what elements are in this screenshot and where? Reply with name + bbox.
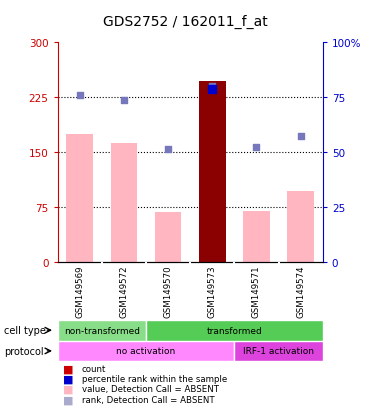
Text: IRF-1 activation: IRF-1 activation [243,347,314,356]
Text: value, Detection Call = ABSENT: value, Detection Call = ABSENT [82,385,219,394]
Text: percentile rank within the sample: percentile rank within the sample [82,374,227,383]
Text: GDS2752 / 162011_f_at: GDS2752 / 162011_f_at [103,14,268,28]
Point [121,97,127,104]
Text: GSM149570: GSM149570 [164,265,173,318]
Text: GSM149571: GSM149571 [252,265,261,318]
Text: ■: ■ [63,384,73,394]
Point [165,146,171,152]
Bar [146,320,323,341]
Text: ■: ■ [63,394,73,404]
Bar [66,135,93,262]
Text: protocol: protocol [4,346,43,356]
Text: count: count [82,364,106,373]
Text: GSM149569: GSM149569 [75,265,84,317]
Text: GSM149573: GSM149573 [208,265,217,318]
Bar [243,211,270,262]
Text: ■: ■ [63,363,73,373]
Text: transformed: transformed [207,326,262,335]
Text: no activation: no activation [116,347,175,356]
Text: cell type: cell type [4,325,46,335]
Text: GSM149574: GSM149574 [296,265,305,318]
Bar [234,341,323,361]
Text: non-transformed: non-transformed [64,326,140,335]
Bar [58,341,234,361]
Bar [199,82,226,262]
Point [209,84,215,90]
Point [77,93,83,99]
Point [209,86,215,93]
Bar [155,213,181,262]
Text: GSM149572: GSM149572 [119,265,128,318]
Point [298,133,303,140]
Bar [58,320,146,341]
Bar [288,192,314,262]
Point [253,145,259,151]
Text: ■: ■ [63,374,73,384]
Text: rank, Detection Call = ABSENT: rank, Detection Call = ABSENT [82,395,214,404]
Bar [111,143,137,262]
